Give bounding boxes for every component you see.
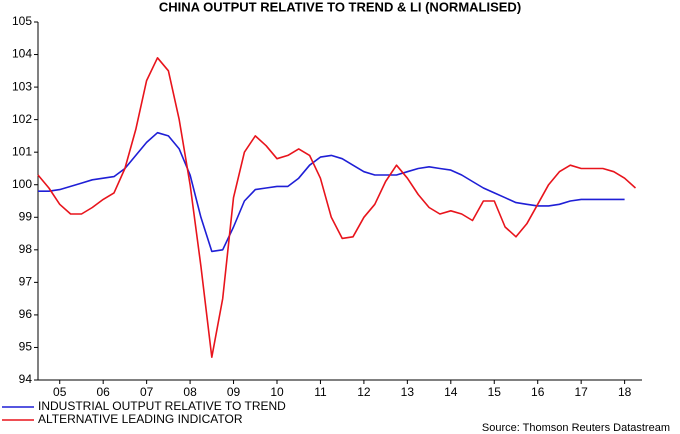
series-line — [37, 57, 637, 358]
x-tick-label: 10 — [270, 385, 284, 399]
y-tick-label: 96 — [19, 307, 33, 321]
x-tick-label: 07 — [140, 385, 154, 399]
x-tick-label: 05 — [53, 385, 67, 399]
y-tick-label: 104 — [12, 47, 32, 61]
source: Source: Thomson Reuters Datastream — [482, 422, 670, 434]
y-tick-label: 105 — [12, 14, 32, 28]
y-tick-label: 99 — [19, 209, 33, 223]
x-tick-label: 17 — [574, 385, 588, 399]
series-line — [38, 131, 625, 253]
y-tick-label: 102 — [12, 112, 32, 126]
x-tick-label: 09 — [227, 385, 241, 399]
y-tick-label: 97 — [19, 275, 33, 289]
chart-title: CHINA OUTPUT RELATIVE TO TREND & LI (NOR… — [159, 0, 521, 14]
y-tick-label: 103 — [12, 79, 32, 93]
x-tick-label: 18 — [618, 385, 632, 399]
x-tick-label: 12 — [357, 385, 371, 399]
y-tick-label: 98 — [19, 242, 33, 256]
x-tick-label: 16 — [531, 385, 545, 399]
x-tick-label: 14 — [444, 385, 458, 399]
x-tick-label: 13 — [401, 385, 415, 399]
legend-label: INDUSTRIAL OUTPUT RELATIVE TO TREND — [38, 399, 286, 413]
y-tick-label: 94 — [19, 372, 33, 386]
y-tick-label: 101 — [12, 144, 32, 158]
y-tick-label: 95 — [19, 340, 33, 354]
legend-label: ALTERNATIVE LEADING INDICATOR — [38, 412, 243, 426]
y-tick-label: 100 — [12, 177, 32, 191]
x-tick-label: 11 — [314, 385, 327, 399]
x-tick-label: 08 — [183, 385, 197, 399]
x-tick-label: 06 — [97, 385, 111, 399]
x-tick-label: 15 — [488, 385, 502, 399]
